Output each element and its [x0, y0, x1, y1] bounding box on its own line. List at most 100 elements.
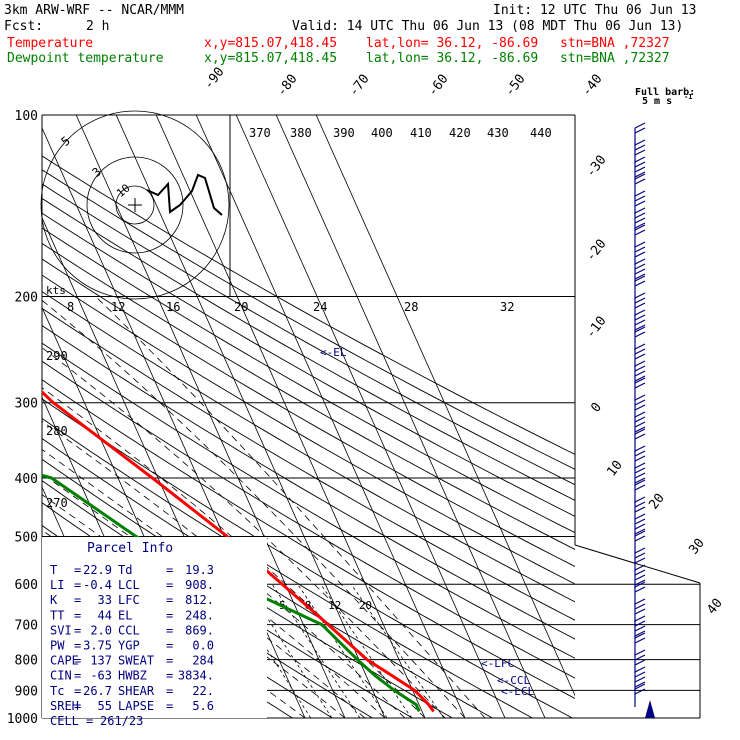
parcel-param-name: CCL: [118, 623, 140, 637]
wind-barb-flag: [634, 416, 646, 423]
parcel-equals: =: [74, 593, 81, 607]
moist-adiabat: [42, 387, 426, 718]
isotherm-line: [315, 115, 575, 697]
parcel-param-name: LI: [50, 578, 64, 592]
parcel-param-value: 3834.: [178, 669, 214, 683]
wind-barb-flag: [634, 620, 646, 627]
theta-label: 380: [290, 126, 312, 140]
wind-barb-flag-pennant: [645, 700, 655, 718]
parcel-equals: =: [74, 699, 81, 713]
moist-adiabat: [42, 299, 466, 718]
wind-barb-flag: [634, 365, 646, 372]
parcel-param-name: SHEAR: [118, 684, 155, 698]
parcel-cell-label: CELL: [50, 714, 79, 728]
parcel-param-value: 26.7: [83, 684, 112, 698]
wind-barb-legend: Full barb: 5 m s -1: [635, 87, 695, 107]
theta-label: 400: [371, 126, 393, 140]
parcel-param-name: PW: [50, 639, 65, 653]
theta-label: 410: [410, 126, 432, 140]
valid-time: Valid: 14 UTC Thu 06 Jun 13 (08 MDT Thu …: [292, 19, 684, 34]
wind-barb-flag: [634, 625, 646, 632]
isotherm-label: -10: [583, 314, 609, 342]
wind-barb-flag: [634, 637, 646, 644]
wind-barb-flag: [634, 528, 646, 535]
wind-barb-flag: [634, 676, 646, 683]
wind-barb-flag: [634, 263, 646, 270]
hodograph-inset: 5 3 10 kts: [40, 110, 231, 300]
wind-barb-flag: [634, 122, 646, 129]
wind-barb-flag: [634, 246, 646, 253]
parcel-equals: =: [74, 623, 81, 637]
parcel-param-name: Td: [118, 563, 132, 577]
wind-barb-flag: [634, 273, 646, 280]
wind-barb-flag: [634, 375, 646, 382]
wind-barb-flag: [634, 348, 646, 355]
wind-barb-flag: [634, 513, 646, 520]
pressure-tick-900: 900: [15, 684, 38, 699]
isotherm-line: [235, 115, 506, 718]
isotherm-label: 0: [588, 400, 605, 415]
parcel-param-value: 0.0: [192, 639, 214, 653]
parcel-info-title: Parcel Info: [87, 541, 173, 556]
wind-barb-flag: [634, 258, 646, 265]
wind-barb-flag: [634, 426, 646, 433]
wind-barb-flag: [634, 535, 646, 542]
wind-barb-flag: [634, 370, 646, 377]
parcel-equals: =: [74, 654, 81, 668]
parcel-equals: =: [166, 563, 173, 577]
hodograph-speed-label: 32: [500, 300, 514, 314]
theta-label: 440: [530, 126, 552, 140]
dry-adiabat: [42, 197, 575, 501]
wind-barb-flag: [634, 649, 646, 656]
wind-barb-flag: [634, 309, 646, 316]
wind-barb-flag: [634, 190, 646, 197]
dry-adiabat: [42, 325, 575, 640]
wind-barb-flag: [634, 421, 646, 428]
dewpoint-line: [42, 115, 421, 713]
parcel-equals: =: [166, 593, 173, 607]
pressure-tick-800: 800: [15, 654, 38, 669]
isotherm-label: 10: [604, 458, 625, 480]
wind-barb-flag: [634, 472, 646, 479]
isotherm-line: [275, 115, 546, 718]
wind-barb-flag: [634, 217, 646, 224]
dry-adiabat: [42, 242, 575, 550]
hodograph-ring-outer: [40, 110, 230, 300]
wind-barb-flag: [634, 302, 646, 309]
parcel-equals: =: [74, 608, 81, 622]
isotherm-line: [75, 115, 346, 718]
wind-barb-legend-title: Full barb:: [635, 87, 695, 98]
parcel-param-value: 5.6: [192, 699, 214, 713]
parcel-param-name: SREH: [50, 699, 79, 713]
wind-barb-flag: [634, 212, 646, 219]
parcel-annotations: <-EL <-LFC <-CCL<-LCL: [320, 346, 534, 698]
wind-barb-flag: [634, 173, 646, 180]
parcel-param-value: 869.: [185, 623, 214, 637]
parcel-equals: =: [74, 684, 81, 698]
model-title: 3km ARW-WRF -- NCAR/MMM: [4, 3, 185, 18]
hodograph-speed-label: 12: [111, 300, 125, 314]
dry-adiabat: [42, 258, 575, 567]
dewpoint-legend-station: stn=BNA ,72327: [560, 51, 670, 66]
hodograph-speed-label: 24: [313, 300, 327, 314]
parcel-param-name: SWEAT: [118, 654, 154, 668]
dry-adiabat: [42, 307, 575, 621]
isotherm-label: -50: [502, 72, 528, 100]
wind-barb-flag: [634, 632, 646, 639]
pressure-tick-500: 500: [15, 530, 38, 545]
parcel-cell-value: 261/23: [100, 714, 143, 728]
wind-barb-flag: [634, 428, 646, 435]
wind-barb-flag: [634, 477, 646, 484]
parcel-param-name: CAPE: [50, 654, 79, 668]
wind-barb-flag: [634, 598, 646, 605]
wind-barb-flag: [634, 496, 646, 503]
wind-barb-flag: [634, 156, 646, 163]
isotherm-label: -30: [583, 153, 609, 181]
wind-barb-flag: [634, 241, 646, 248]
dry-adiabat: [42, 417, 534, 718]
parcel-param-name: K: [50, 593, 58, 607]
wind-barb-flag: [634, 297, 646, 304]
hodograph-ring-middle: [86, 156, 184, 254]
wind-barb-flag: [634, 399, 646, 406]
parcel-param-value: -0.4: [83, 578, 112, 592]
